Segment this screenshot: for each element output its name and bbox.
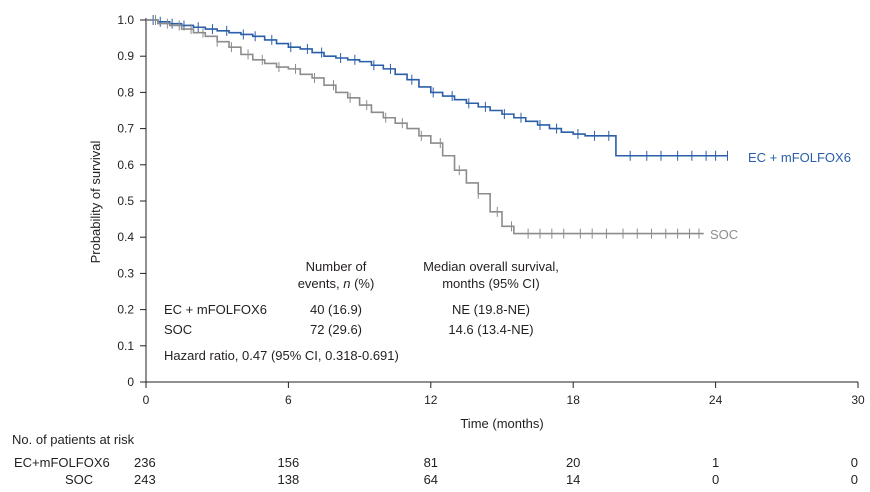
median-value-ec: NE (19.8-NE) <box>452 302 530 317</box>
risk-row-label-ec: EC+mFOLFOX6 <box>14 455 110 470</box>
risk-value-soc: 0 <box>712 472 719 487</box>
series-line-ec <box>146 19 728 157</box>
events-value-soc: 72 (29.6) <box>310 322 362 337</box>
arm-label-ec: EC + mFOLFOX6 <box>164 302 267 317</box>
y-tick-label: 0 <box>127 375 134 389</box>
x-tick-label: 12 <box>424 393 438 407</box>
events-header-suffix: (%) <box>350 276 374 291</box>
series-label-soc: SOC <box>710 227 738 242</box>
summary-table: Number of events, n (%) Median overall s… <box>164 259 559 363</box>
y-tick-label: 0.9 <box>117 49 134 63</box>
x-tick-label: 6 <box>285 393 292 407</box>
x-axis-title: Time (months) <box>460 416 543 431</box>
risk-value-ec: 20 <box>566 455 580 470</box>
risk-value-ec: 236 <box>134 455 156 470</box>
x-tick-label: 24 <box>709 393 723 407</box>
risk-value-ec: 1 <box>712 455 719 470</box>
arm-label-soc: SOC <box>164 322 192 337</box>
risk-value-soc: 243 <box>134 472 156 487</box>
y-tick-label: 1.0 <box>117 13 134 27</box>
events-value-ec: 40 (16.9) <box>310 302 362 317</box>
events-header-line2: events, n (%) <box>298 276 375 291</box>
series-layer <box>146 15 728 239</box>
series-label-ec: EC + mFOLFOX6 <box>748 150 851 165</box>
events-header-n: n <box>343 276 350 291</box>
median-value-soc: 14.6 (13.4-NE) <box>448 322 533 337</box>
risk-value-ec: 0 <box>851 455 858 470</box>
x-tick-label: 0 <box>143 393 150 407</box>
events-header-line1: Number of <box>306 259 367 274</box>
y-tick-label: 0.3 <box>117 266 134 280</box>
x-tick-label: 30 <box>851 393 865 407</box>
series-line-soc <box>146 19 704 235</box>
risk-values: 236 156 81 20 1 0 243 138 64 14 0 0 <box>134 455 858 487</box>
y-tick-label: 0.4 <box>117 230 134 244</box>
risk-value-soc: 0 <box>851 472 858 487</box>
risk-value-ec: 81 <box>424 455 438 470</box>
axes: 0 0.1 0.2 0.3 0.4 0.5 0.6 0.7 0.8 0.9 1.0 0 6 12 18 24 3… <box>117 13 865 407</box>
x-tick-label: 18 <box>567 393 581 407</box>
risk-row-label-soc: SOC <box>65 472 93 487</box>
risk-value-soc: 64 <box>424 472 438 487</box>
y-tick-label: 0.8 <box>117 85 134 99</box>
y-tick-label: 0.6 <box>117 158 134 172</box>
y-tick-label: 0.7 <box>117 122 134 136</box>
median-header-line1: Median overall survival, <box>423 259 559 274</box>
risk-table: No. of patients at risk EC+mFOLFOX6 SOC <box>12 432 135 487</box>
y-tick-label: 0.2 <box>117 303 134 317</box>
events-header-prefix: events, <box>298 276 344 291</box>
y-tick-label: 0.1 <box>117 339 134 353</box>
risk-value-soc: 14 <box>566 472 580 487</box>
y-axis-title: Probability of survival <box>88 140 103 263</box>
risk-table-title: No. of patients at risk <box>12 432 135 447</box>
y-tick-label: 0.5 <box>117 194 134 208</box>
risk-value-soc: 138 <box>278 472 300 487</box>
risk-value-ec: 156 <box>278 455 300 470</box>
median-header-line2: months (95% CI) <box>442 276 540 291</box>
hazard-ratio: Hazard ratio, 0.47 (95% CI, 0.318-0.691) <box>164 348 399 363</box>
